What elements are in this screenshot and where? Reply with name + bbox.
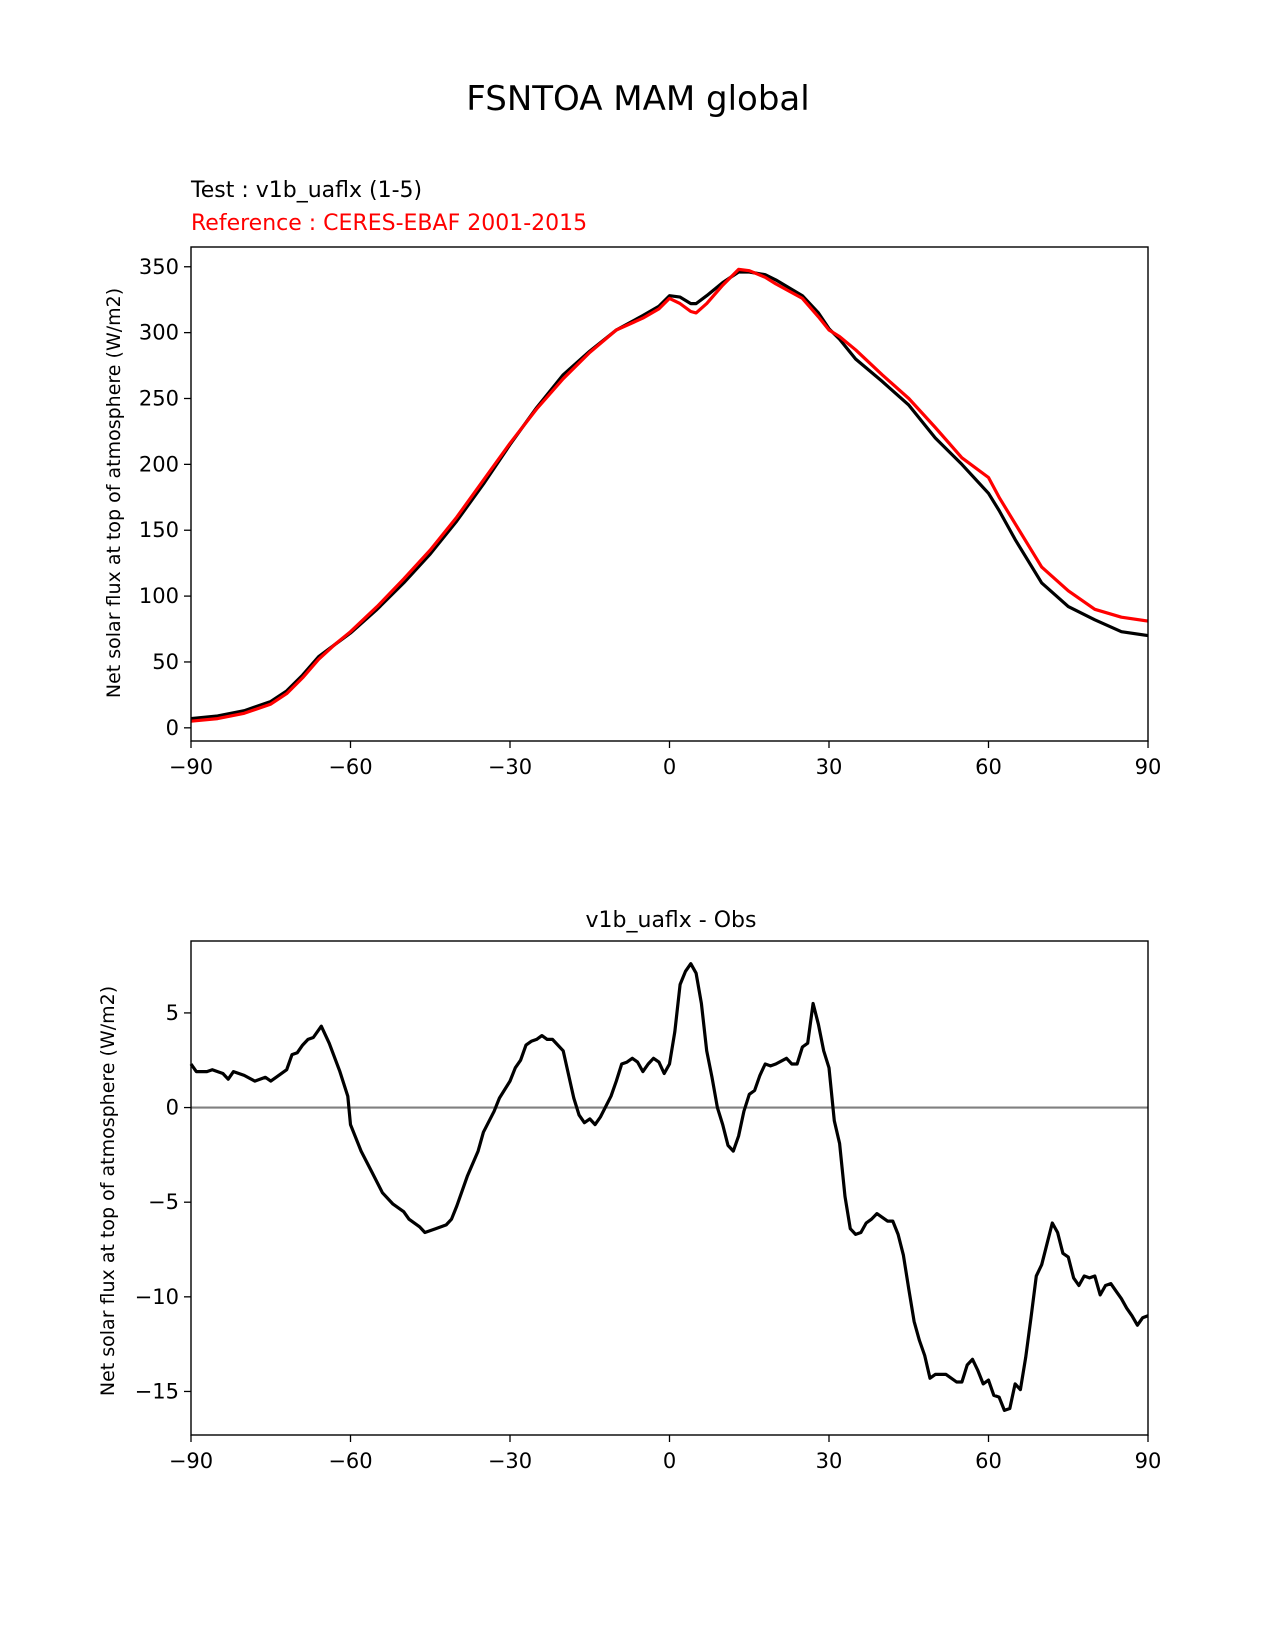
- top-axes-frame: [190, 246, 1149, 742]
- top-ytick-label: 300: [139, 321, 179, 345]
- bottom-axes-frame: [190, 940, 1149, 1436]
- top-ytick-label: 250: [139, 386, 179, 410]
- bottom-xtick-label: −60: [328, 1449, 372, 1473]
- top-ytick-label: 350: [139, 255, 179, 279]
- top-xtick-label: 60: [975, 755, 1002, 779]
- top-xtick-label: 90: [1135, 755, 1162, 779]
- bottom-ytick-label: 0: [166, 1096, 179, 1120]
- top-series-reference-line: [190, 267, 1149, 723]
- top-ytick-label: 200: [139, 452, 179, 476]
- top-ytick-label: 100: [139, 584, 179, 608]
- top-ytick-label: 50: [152, 650, 179, 674]
- bottom-panel: v1b_uaflx - Obs Net solar flux at top of…: [97, 908, 1161, 1473]
- reference-label: Reference : CERES-EBAF 2001-2015: [191, 211, 587, 236]
- bottom-series-difference-line: [189, 962, 1149, 1412]
- top-xtick-label: 30: [816, 755, 843, 779]
- figure-title: FSNTOA MAM global: [466, 79, 809, 119]
- bottom-title: v1b_uaflx - Obs: [586, 908, 757, 933]
- top-xtick-label: −60: [328, 755, 372, 779]
- top-xtick-label: −90: [169, 755, 213, 779]
- bottom-ytick-label: −15: [135, 1379, 179, 1403]
- test-label: Test : v1b_uaflx (1-5): [190, 178, 422, 203]
- bottom-ytick-label: 5: [166, 1001, 179, 1025]
- top-panel: Test : v1b_uaflx (1-5) Reference : CERES…: [103, 178, 1161, 779]
- bottom-ylabel: Net solar flux at top of atmosphere (W/m…: [97, 986, 119, 1396]
- top-xtick-label: 0: [663, 755, 676, 779]
- bottom-xtick-label: −30: [488, 1449, 532, 1473]
- top-ytick-label: 150: [139, 518, 179, 542]
- top-series-test-line: [190, 270, 1149, 721]
- bottom-xtick-label: 90: [1135, 1449, 1162, 1473]
- top-ylabel: Net solar flux at top of atmosphere (W/m…: [103, 288, 125, 698]
- bottom-ytick-label: −5: [148, 1190, 179, 1214]
- bottom-xtick-label: 60: [975, 1449, 1002, 1473]
- top-ytick-label: 0: [166, 716, 179, 740]
- bottom-ytick-label: −10: [135, 1285, 179, 1309]
- bottom-xtick-label: −90: [169, 1449, 213, 1473]
- bottom-xtick-label: 0: [663, 1449, 676, 1473]
- bottom-xtick-label: 30: [816, 1449, 843, 1473]
- top-xtick-label: −30: [488, 755, 532, 779]
